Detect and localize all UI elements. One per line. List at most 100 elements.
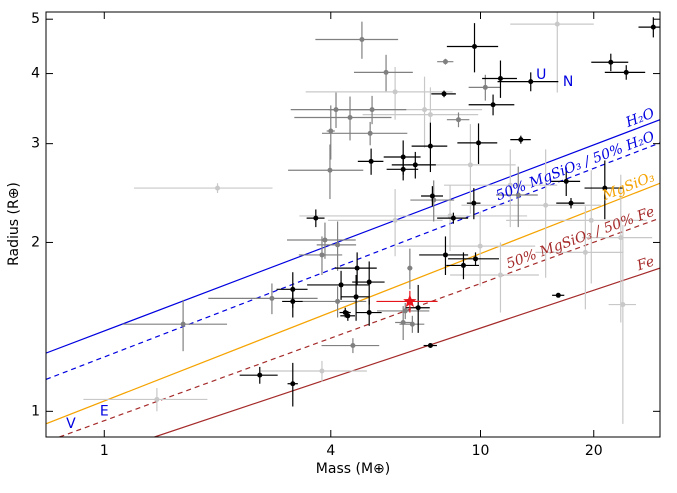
x-tick-label: 20 <box>585 443 603 459</box>
data-point <box>290 298 296 304</box>
data-point <box>335 242 341 248</box>
data-point <box>620 302 626 308</box>
data-point <box>473 256 479 262</box>
data-point <box>290 381 296 387</box>
data-point <box>347 115 353 121</box>
data-point <box>543 202 549 208</box>
data-point <box>350 343 356 349</box>
data-point <box>528 79 534 85</box>
data-point <box>415 305 421 311</box>
plot-area: V E U N <box>46 12 660 437</box>
data-point <box>353 294 359 300</box>
data-point <box>618 235 624 241</box>
data-point <box>471 200 477 206</box>
data-point <box>460 262 466 268</box>
data-point <box>429 193 435 199</box>
data-point <box>442 59 448 65</box>
y-tick-label: 2 <box>31 234 40 250</box>
axes-frame <box>45 11 661 438</box>
data-point <box>442 252 448 258</box>
composition-curve <box>46 182 660 425</box>
data-point <box>409 321 415 327</box>
data-point <box>412 162 418 168</box>
data-point <box>555 292 561 298</box>
data-point <box>383 69 389 75</box>
data-point <box>257 372 263 378</box>
composition-curve <box>59 217 660 437</box>
data-point <box>335 298 341 304</box>
data-point <box>407 265 413 271</box>
data-point <box>563 178 569 184</box>
data-point <box>568 200 574 206</box>
data-point <box>490 102 496 108</box>
data-point <box>455 117 461 123</box>
planet-label: U <box>536 67 546 83</box>
y-axis-label: Radius (R⊕) <box>6 182 22 266</box>
data-point <box>366 310 372 316</box>
composition-curve <box>46 142 660 380</box>
data-point <box>154 396 160 402</box>
data-point <box>467 162 473 168</box>
data-point <box>328 128 334 134</box>
data-point <box>427 112 433 118</box>
data-point <box>269 295 275 301</box>
data-point <box>472 44 478 50</box>
data-point <box>359 37 365 43</box>
curve-label: MgSiO₃ <box>599 169 657 204</box>
y-tick-label: 4 <box>31 66 40 82</box>
data-point <box>338 282 344 288</box>
data-point <box>518 137 524 143</box>
data-point <box>427 343 433 349</box>
data-point <box>400 319 406 325</box>
data-point <box>497 75 503 81</box>
data-point <box>368 158 374 164</box>
data-point <box>366 279 372 285</box>
composition-curve <box>46 119 660 354</box>
planet-label: V <box>66 416 76 432</box>
data-point <box>588 217 594 223</box>
data-point <box>354 265 360 271</box>
data-point <box>477 243 483 249</box>
data-point <box>497 272 503 278</box>
y-tick-label: 5 <box>31 11 40 27</box>
data-point <box>507 182 513 188</box>
curve-label: Fe <box>634 254 656 275</box>
y-tick-label: 1 <box>31 403 40 419</box>
data-point <box>369 107 375 113</box>
data-point <box>582 249 588 255</box>
x-tick-label: 1 <box>100 443 109 459</box>
star-point <box>403 294 417 308</box>
data-point <box>322 237 328 243</box>
data-point <box>215 185 221 191</box>
composition-curve <box>154 267 660 437</box>
data-point <box>402 308 408 314</box>
data-point <box>392 89 398 95</box>
data-point <box>345 313 351 319</box>
data-point <box>319 252 325 258</box>
data-point <box>400 166 406 172</box>
data-point <box>441 91 447 97</box>
data-point <box>623 69 629 75</box>
data-point <box>313 215 319 221</box>
x-axis-label: Mass (M⊕) <box>316 461 390 477</box>
planet-label: N <box>563 74 573 90</box>
data-point <box>422 107 428 113</box>
data-point <box>400 154 406 160</box>
data-point <box>476 140 482 146</box>
planet-label: E <box>100 403 109 419</box>
data-point <box>392 217 398 223</box>
data-point <box>602 185 608 191</box>
data-point <box>327 167 333 173</box>
data-point <box>319 368 325 374</box>
data-point <box>515 192 521 198</box>
data-point <box>482 84 488 90</box>
data-point <box>608 59 614 65</box>
data-point <box>450 215 456 221</box>
data-point <box>367 130 373 136</box>
data-point <box>180 321 186 327</box>
data-point <box>554 21 560 27</box>
x-tick-label: 10 <box>472 443 490 459</box>
data-point <box>650 24 656 30</box>
